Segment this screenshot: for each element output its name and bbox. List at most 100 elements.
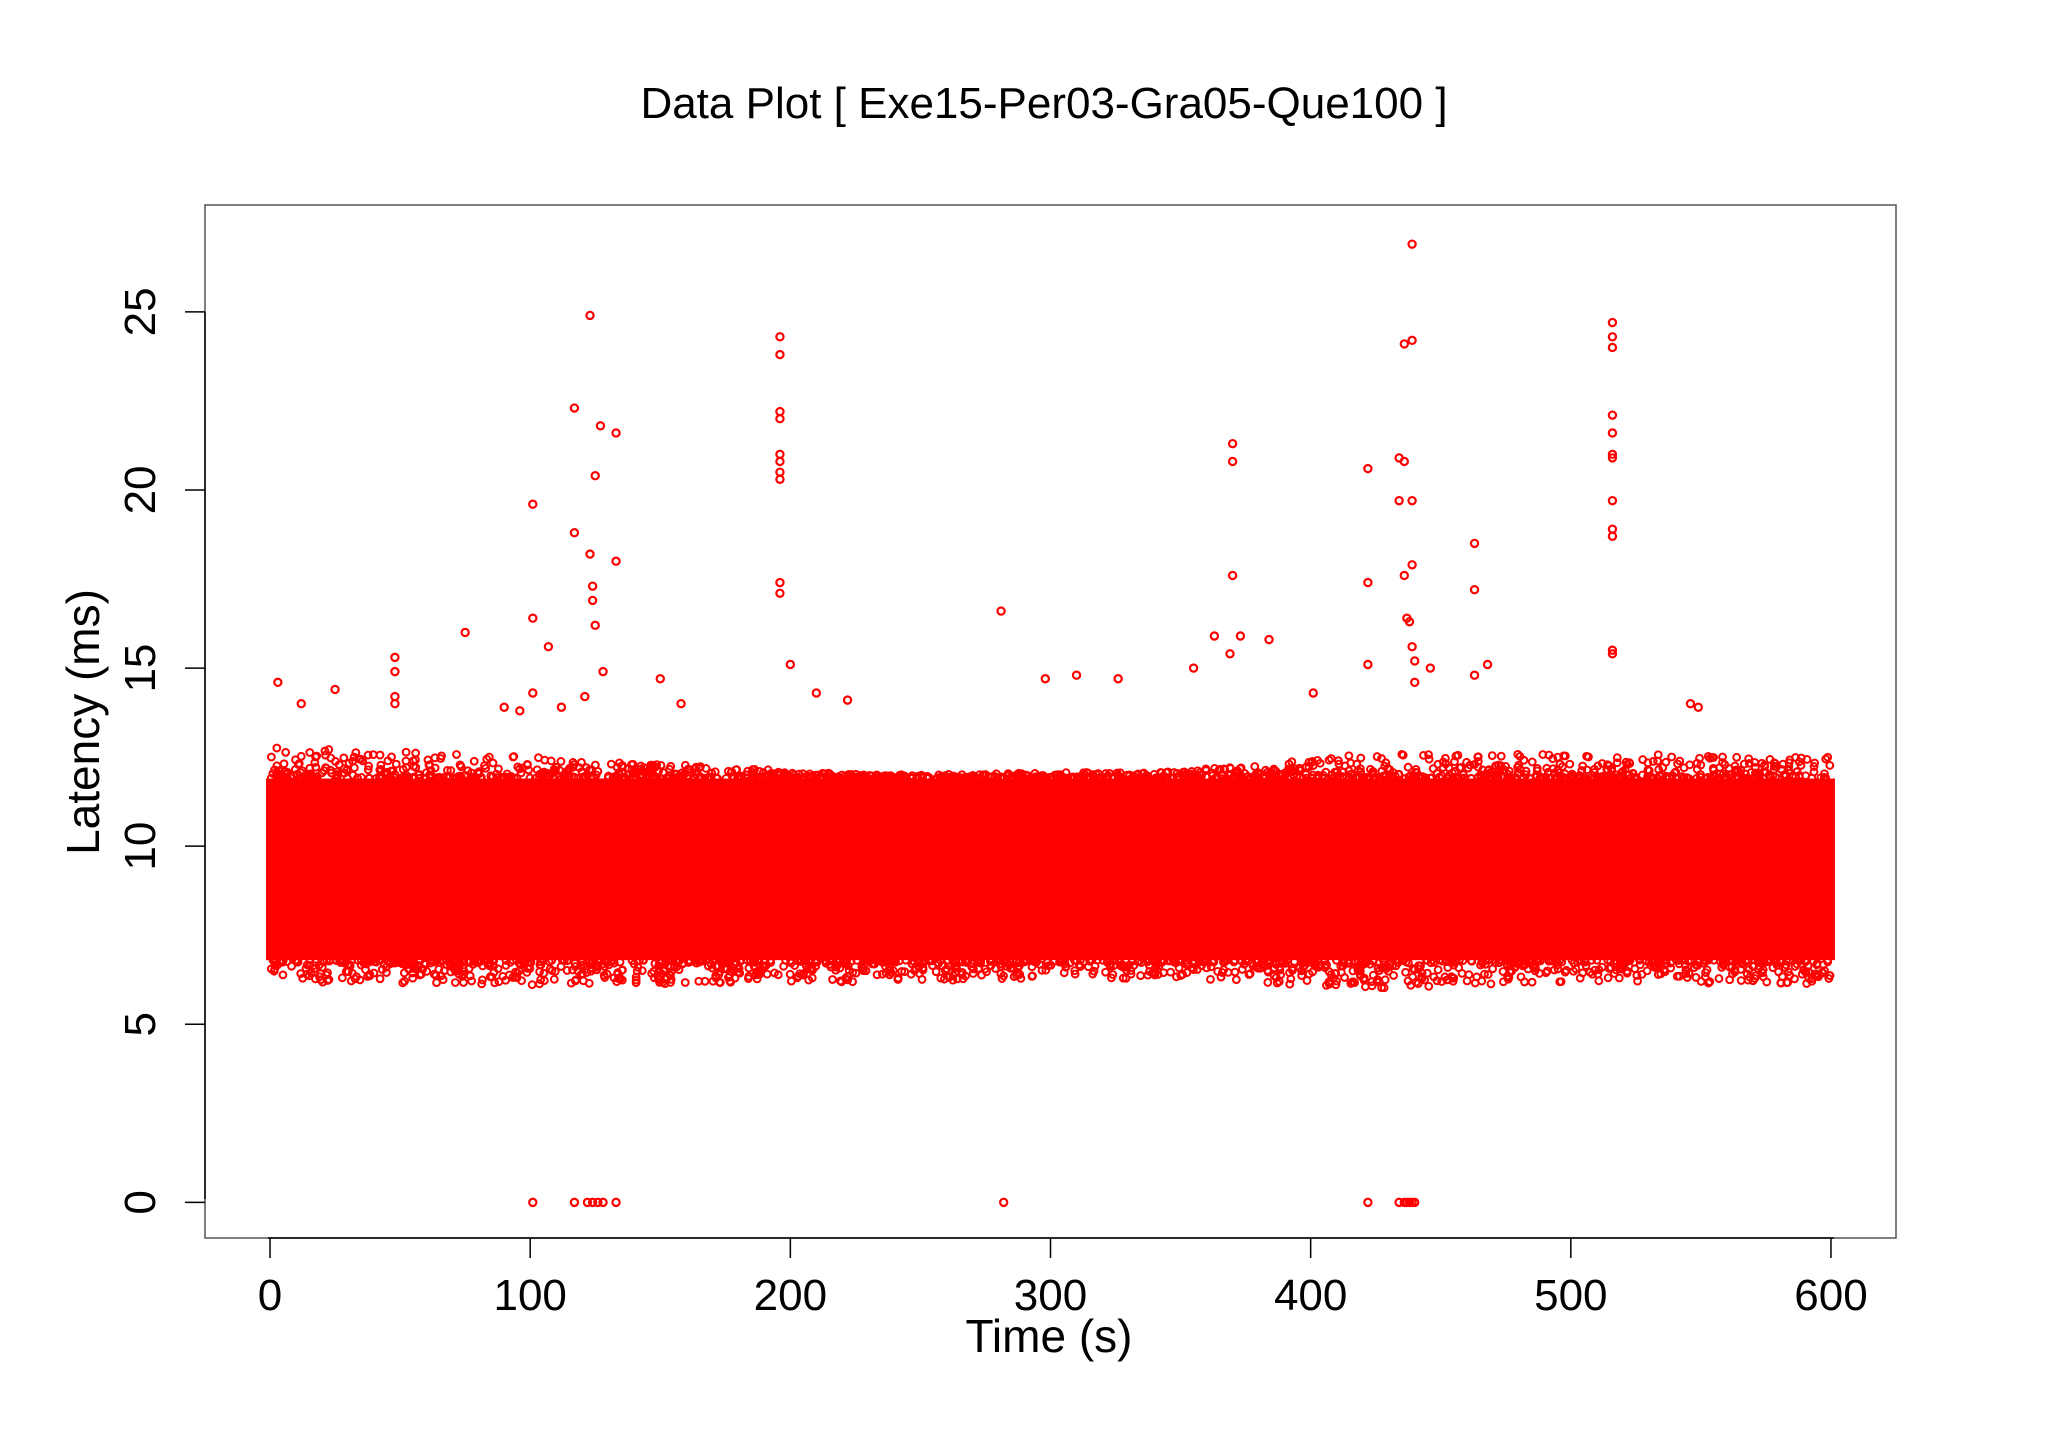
band-fringe-point: [1451, 751, 1461, 761]
band-fringe-point: [1378, 956, 1388, 965]
data-point: [1607, 342, 1618, 353]
band-fringe-point: [1542, 763, 1552, 773]
band-fringe-point: [364, 761, 374, 771]
band-fringe-point: [1802, 979, 1812, 988]
band-fringe-point: [467, 976, 476, 986]
data-point: [1264, 634, 1274, 645]
band-fringe-point: [568, 762, 578, 772]
band-fringe-point: [450, 978, 460, 987]
band-fringe-point: [927, 956, 937, 966]
band-fringe-point: [348, 756, 358, 766]
data-point: [1071, 670, 1082, 680]
data-point: [587, 595, 598, 606]
band-fringe-point: [1445, 770, 1454, 780]
band-fringe-point: [1518, 773, 1528, 783]
band-fringe-point: [1308, 770, 1318, 780]
band-fringe-point: [1771, 955, 1781, 965]
band-fringe-point: [1823, 955, 1832, 965]
data-point: [996, 606, 1006, 616]
band-fringe-point: [278, 956, 288, 966]
band-fringe-point: [1472, 972, 1482, 982]
band-fringe-point: [1433, 965, 1443, 975]
band-fringe-point: [1750, 757, 1760, 767]
band-fringe-point: [1212, 772, 1222, 782]
band-fringe-point: [449, 964, 459, 973]
band-fringe-point: [670, 962, 679, 972]
data-point: [611, 556, 621, 566]
data-point: [1308, 688, 1318, 698]
band-fringe-point: [749, 961, 759, 971]
band-fringe-point: [432, 978, 441, 988]
band-fringe-point: [337, 973, 347, 983]
chart-title: Data Plot [ Exe15-Per03-Gra05-Que100 ]: [640, 79, 1447, 128]
band-fringe-point: [1526, 955, 1536, 965]
band-fringe-point: [560, 771, 570, 781]
band-fringe-point: [1088, 969, 1098, 979]
band-fringe-point: [805, 964, 815, 974]
data-point: [1399, 570, 1410, 581]
band-fringe-point: [1732, 752, 1742, 762]
band-fringe-point: [564, 771, 574, 781]
band-fringe-point: [1082, 768, 1092, 777]
data-point: [655, 674, 665, 684]
band-fringe-point: [309, 964, 319, 974]
band-fringe-point: [1261, 765, 1271, 775]
band-fringe-point: [618, 769, 627, 778]
band-fringe-point: [1307, 756, 1317, 766]
band-fringe-point: [610, 772, 620, 782]
band-fringe-point: [825, 956, 834, 966]
band-fringe-point: [1703, 752, 1713, 761]
data-point: [1469, 670, 1480, 680]
band-fringe-point: [1101, 967, 1110, 977]
band-fringe-point: [1742, 773, 1752, 783]
band-fringe-point: [1755, 774, 1764, 783]
band-fringe-point: [456, 762, 466, 772]
band-fringe-point: [1388, 773, 1398, 783]
band-fringe-point: [1684, 969, 1694, 978]
band-fringe-point: [1490, 770, 1500, 779]
data-point: [590, 471, 600, 481]
band-fringe-point: [1442, 957, 1452, 967]
band-fringe-point: [430, 763, 440, 773]
band-fringe-point: [1699, 955, 1709, 965]
band-fringe-point: [674, 774, 684, 783]
band-fringe-point: [707, 963, 717, 973]
band-fringe-point: [1268, 773, 1278, 782]
band-fringe-point: [1569, 966, 1578, 976]
band-fringe-point: [707, 768, 716, 778]
band-fringe-point: [1615, 958, 1625, 968]
band-fringe-point: [1225, 763, 1235, 773]
band-fringe-point: [1350, 978, 1359, 987]
data-point: [598, 1197, 608, 1208]
band-fringe-point: [1344, 751, 1354, 761]
data-point: [775, 414, 785, 424]
band-fringe-point: [773, 970, 783, 980]
band-fringe-point: [1027, 956, 1037, 966]
y-tick-label: 20: [116, 465, 165, 514]
band-fringe-point: [409, 761, 419, 771]
band-fringe-point: [335, 956, 345, 966]
band-fringe-point: [1241, 956, 1251, 965]
data-point: [1407, 560, 1417, 570]
band-fringe-point: [1809, 762, 1819, 771]
data-point: [1209, 631, 1220, 641]
data-point: [1607, 649, 1618, 659]
x-tick-label: 200: [754, 1271, 827, 1320]
band-fringe-point: [1750, 762, 1760, 772]
band-fringe-point: [509, 752, 519, 761]
band-fringe-point: [556, 757, 566, 766]
band-fringe-point: [649, 966, 659, 976]
band-fringe-point: [1206, 974, 1215, 984]
band-fringe-point: [666, 974, 676, 984]
band-fringe-point: [1365, 764, 1375, 774]
band-fringe-point: [1406, 980, 1416, 990]
data-point: [593, 1197, 603, 1208]
band-fringe-point: [706, 959, 716, 969]
band-fringe-point: [1796, 955, 1806, 965]
band-fringe-point: [841, 959, 851, 969]
band-fringe-point: [1477, 956, 1487, 966]
band-fringe-point: [1581, 774, 1591, 783]
band-fringe-point: [1803, 961, 1813, 971]
band-fringe-point: [1098, 955, 1108, 965]
band-fringe-point: [982, 967, 991, 977]
